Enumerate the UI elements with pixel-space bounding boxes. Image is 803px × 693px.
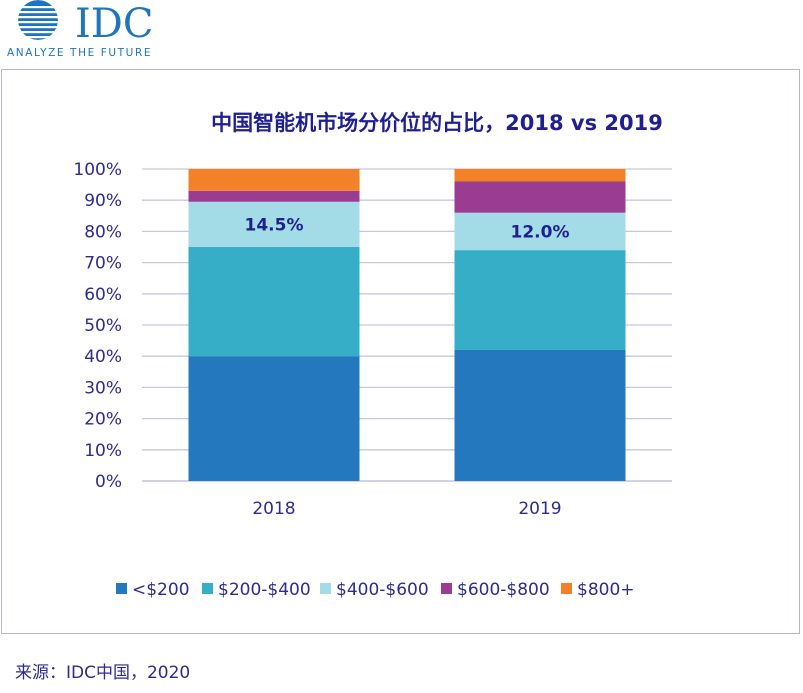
legend-swatch <box>320 583 331 594</box>
legend-label: $400-$600 <box>336 580 429 600</box>
idc-logo: IDC ANALYZE THE FUTURE <box>7 0 153 59</box>
bar-segment <box>188 169 360 191</box>
legend-swatch <box>441 583 452 594</box>
bar-segment <box>454 181 626 213</box>
chart-frame <box>1 69 800 634</box>
legend-label: <$200 <box>132 580 190 600</box>
y-tick-label: 0% <box>95 472 122 492</box>
globe-icon <box>18 0 58 40</box>
y-tick-label: 10% <box>84 441 122 461</box>
y-tick-label: 90% <box>84 191 122 211</box>
legend-label: $800+ <box>577 580 635 600</box>
y-tick-label: 80% <box>84 222 122 242</box>
legend: <$200 $200-$400 $400-$600 $600-$800 $800+ <box>116 580 635 600</box>
bar-segment <box>188 356 360 481</box>
chart-title: 中国智能机市场分价位的占比，2018 vs 2019 <box>211 111 663 135</box>
y-tick-label: 70% <box>84 254 122 274</box>
y-tick-label: 50% <box>84 316 122 336</box>
bar-segment <box>454 212 626 251</box>
y-tick-label: 60% <box>84 285 122 305</box>
y-tick-label: 30% <box>84 378 122 398</box>
brand-name: IDC <box>75 1 153 47</box>
legend-swatch <box>116 583 127 594</box>
legend-label: $200-$400 <box>218 580 311 600</box>
bar-segment <box>188 190 360 202</box>
bar-segment <box>188 247 360 357</box>
source-note: 来源：IDC中国，2020 <box>15 663 191 683</box>
data-label: 12.0% <box>511 222 570 242</box>
bars: 14.5% 12.0% <box>188 169 626 481</box>
y-tick-label: 100% <box>73 160 122 180</box>
y-tick-label: 40% <box>84 347 122 367</box>
x-axis: 2018 2019 <box>252 499 561 519</box>
legend-swatch <box>561 583 572 594</box>
legend-label: $600-$800 <box>457 580 550 600</box>
bar-segment <box>454 349 626 481</box>
x-tick-label: 2018 <box>252 499 295 519</box>
bar-segment <box>188 201 360 247</box>
bar-segment <box>454 169 626 182</box>
data-label: 14.5% <box>245 215 304 235</box>
x-tick-label: 2019 <box>518 499 561 519</box>
bar-segment <box>454 250 626 350</box>
y-tick-label: 20% <box>84 410 122 430</box>
legend-swatch <box>202 583 213 594</box>
y-axis: 0% 10% 20% 30% 40% 50% 60% 70% 80% 90% 100% <box>73 160 122 492</box>
brand-tagline: ANALYZE THE FUTURE <box>7 47 152 59</box>
